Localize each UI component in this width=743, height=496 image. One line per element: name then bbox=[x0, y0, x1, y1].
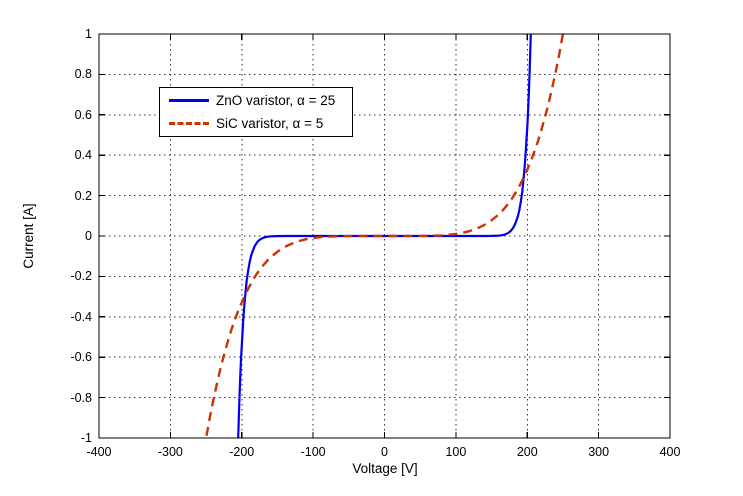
y-tick-label: 0 bbox=[85, 229, 92, 243]
y-tick-label: -0.2 bbox=[70, 269, 92, 284]
legend-item-sic: SiC varistor, α = 5 bbox=[160, 113, 352, 133]
series-curve-1 bbox=[204, 34, 565, 438]
y-axis-label: Current [A] bbox=[21, 203, 36, 269]
sic-line-sample-icon bbox=[169, 121, 209, 125]
x-tick-label: 200 bbox=[516, 445, 538, 459]
x-tick-label: 0 bbox=[381, 445, 388, 459]
series-curve-0 bbox=[237, 34, 532, 438]
y-tick-label: 0.4 bbox=[74, 148, 92, 163]
x-tick-label: -100 bbox=[300, 445, 326, 459]
y-tick-label: 0.6 bbox=[74, 107, 92, 122]
legend-label-sic: SiC varistor, α = 5 bbox=[216, 115, 324, 131]
y-tick-label: -0.6 bbox=[70, 350, 92, 365]
y-tick-label: -1 bbox=[80, 431, 92, 445]
zno-line-sample-icon bbox=[169, 99, 209, 103]
legend-item-zno: ZnO varistor, α = 25 bbox=[160, 91, 352, 111]
y-tick-label: -0.4 bbox=[70, 309, 92, 324]
x-tick-label: 100 bbox=[445, 445, 467, 459]
legend: ZnO varistor, α = 25 SiC varistor, α = 5 bbox=[159, 87, 353, 137]
x-axis-label: Voltage [V] bbox=[352, 461, 418, 476]
y-tick-label: -0.8 bbox=[70, 390, 92, 405]
y-tick-label: 0.2 bbox=[74, 188, 92, 203]
x-tick-label: 400 bbox=[659, 445, 681, 459]
x-tick-label: 300 bbox=[588, 445, 610, 459]
legend-label-zno: ZnO varistor, α = 25 bbox=[216, 93, 336, 109]
x-tick-label: -400 bbox=[86, 445, 112, 459]
x-tick-label: -300 bbox=[157, 445, 183, 459]
x-tick-label: -200 bbox=[229, 445, 255, 459]
y-tick-label: 1 bbox=[85, 27, 92, 41]
y-tick-label: 0.8 bbox=[74, 67, 92, 82]
